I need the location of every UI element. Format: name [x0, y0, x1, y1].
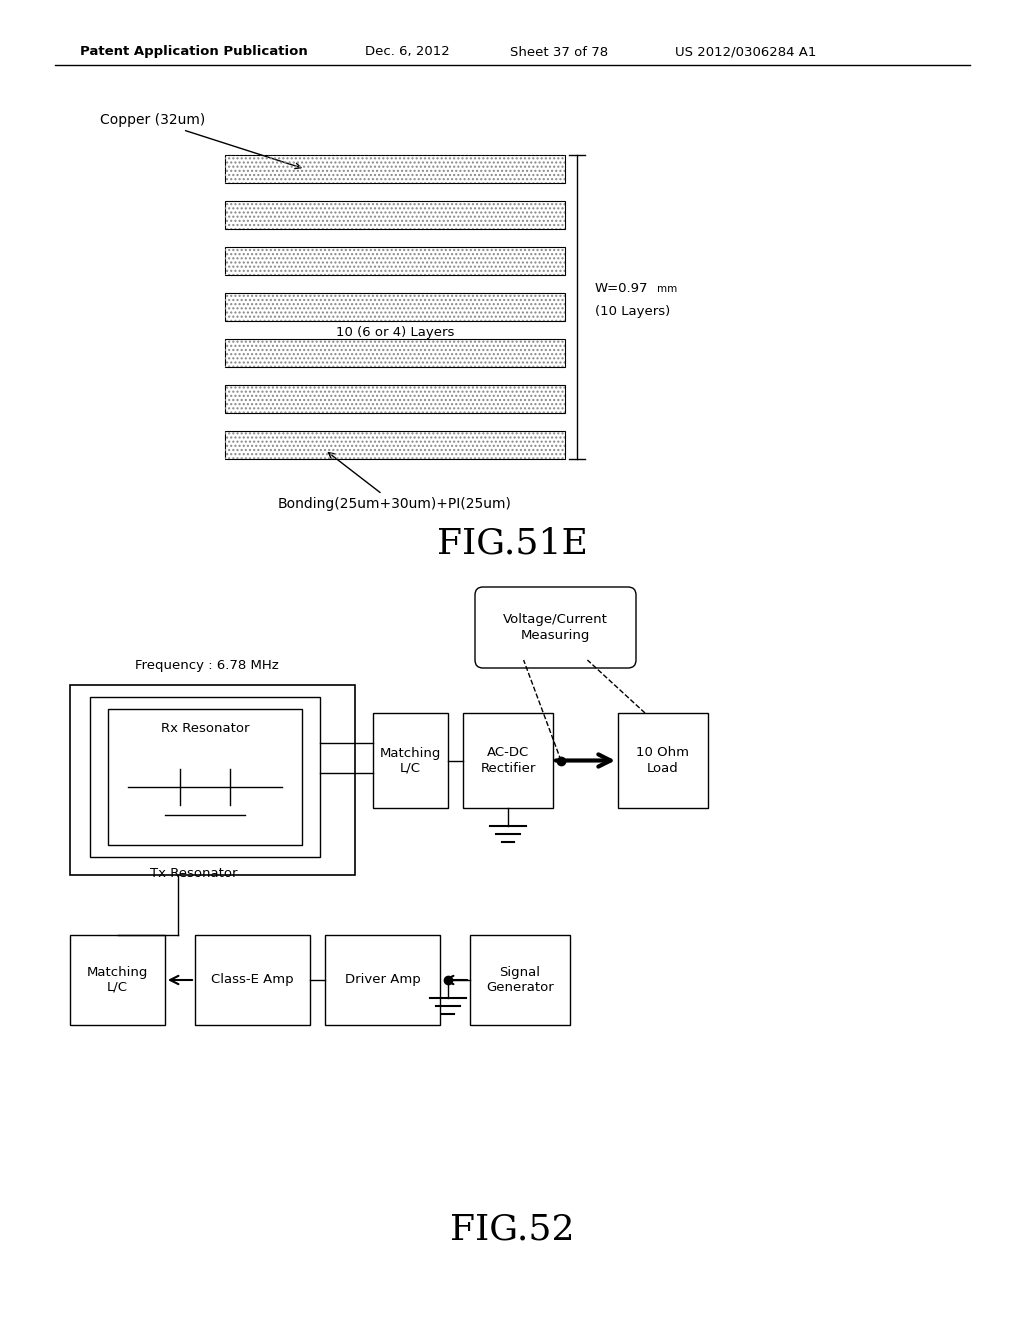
- Text: Class-E Amp: Class-E Amp: [211, 974, 294, 986]
- Bar: [225, 201, 565, 228]
- Text: 10 (6 or 4) Layers: 10 (6 or 4) Layers: [336, 326, 455, 339]
- Text: Tx Resonator: Tx Resonator: [150, 867, 238, 880]
- Text: FIG.51E: FIG.51E: [436, 527, 588, 561]
- Text: Sheet 37 of 78: Sheet 37 of 78: [510, 45, 608, 58]
- Bar: [225, 293, 565, 321]
- Text: Copper (32um): Copper (32um): [99, 114, 301, 169]
- Text: Rx Resonator: Rx Resonator: [161, 722, 249, 735]
- Bar: [195, 935, 310, 1026]
- Text: Matching
L/C: Matching L/C: [380, 747, 441, 775]
- Bar: [225, 339, 565, 367]
- Text: W=0.97: W=0.97: [595, 282, 648, 296]
- Text: Signal
Generator: Signal Generator: [486, 966, 554, 994]
- Text: FIG.52: FIG.52: [450, 1213, 574, 1247]
- Text: Matching
L/C: Matching L/C: [87, 966, 148, 994]
- Bar: [225, 293, 565, 321]
- Bar: [618, 713, 708, 808]
- Text: Frequency : 6.78 MHz: Frequency : 6.78 MHz: [135, 659, 279, 672]
- Bar: [70, 935, 165, 1026]
- Bar: [225, 247, 565, 275]
- Text: US 2012/0306284 A1: US 2012/0306284 A1: [675, 45, 816, 58]
- Text: Driver Amp: Driver Amp: [345, 974, 421, 986]
- Text: Voltage/Current
Measuring: Voltage/Current Measuring: [503, 614, 608, 642]
- Text: mm: mm: [657, 284, 677, 294]
- Bar: [225, 201, 565, 228]
- Bar: [225, 154, 565, 183]
- Text: Bonding(25um+30um)+PI(25um): Bonding(25um+30um)+PI(25um): [279, 453, 512, 511]
- Bar: [225, 432, 565, 459]
- Text: 10 Ohm
Load: 10 Ohm Load: [637, 747, 689, 775]
- Bar: [90, 697, 319, 857]
- Bar: [225, 247, 565, 275]
- Text: Patent Application Publication: Patent Application Publication: [80, 45, 308, 58]
- Bar: [108, 709, 302, 845]
- Bar: [225, 385, 565, 413]
- Bar: [470, 935, 570, 1026]
- Bar: [225, 154, 565, 183]
- Text: (10 Layers): (10 Layers): [595, 305, 671, 318]
- Text: AC-DC
Rectifier: AC-DC Rectifier: [480, 747, 536, 775]
- Bar: [70, 685, 355, 875]
- Bar: [325, 935, 440, 1026]
- Bar: [463, 713, 553, 808]
- Bar: [373, 713, 449, 808]
- Bar: [225, 432, 565, 459]
- Bar: [225, 339, 565, 367]
- Bar: [225, 385, 565, 413]
- FancyBboxPatch shape: [475, 587, 636, 668]
- Text: Dec. 6, 2012: Dec. 6, 2012: [365, 45, 450, 58]
